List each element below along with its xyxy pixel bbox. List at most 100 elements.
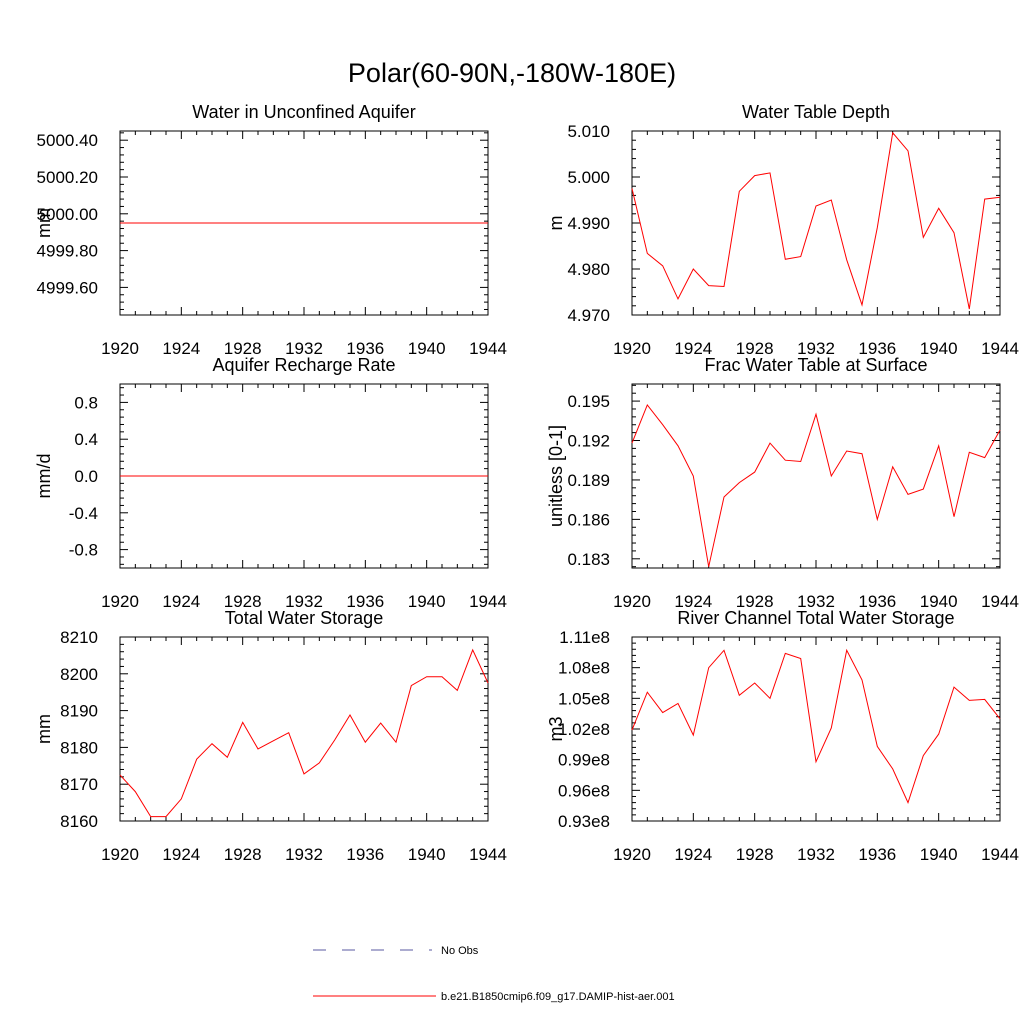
x-tick-label: 1936	[346, 592, 384, 611]
y-tick-label: 5000.40	[37, 131, 98, 150]
panel-grid: Water in Unconfined Aquifer mm 5000.40 5000…	[34, 102, 1019, 864]
x-tick-label: 1928	[224, 592, 262, 611]
y-tick-label: 1.11e8	[559, 628, 610, 647]
x-tick-label: 1940	[920, 845, 958, 864]
x-tick-label: 1928	[736, 845, 774, 864]
x-tick-label: 1924	[162, 592, 200, 611]
panel-title: River Channel Total Water Storage	[677, 608, 954, 628]
x-tick-label: 1932	[797, 339, 835, 358]
series-line-1	[631, 404, 1001, 567]
y-tick-label: 4999.80	[37, 242, 98, 261]
y-tick-label: 0.96e8	[558, 781, 610, 800]
x-tick-label: 1924	[674, 339, 712, 358]
x-tick-label: 1944	[469, 845, 507, 864]
legend-obs-label: No Obs	[441, 945, 479, 957]
panel-5: Total Water Storage mm 8210 8200 8190 8180 817…	[34, 608, 507, 864]
series-line-1	[119, 648, 489, 818]
y-tick-label: 8160	[60, 812, 98, 831]
series-line-1	[631, 648, 1001, 804]
y-tick-label: 8190	[60, 702, 98, 721]
y-tick-label: 0.4	[74, 430, 98, 449]
x-tick-label: 1928	[736, 339, 774, 358]
plot-frame	[631, 130, 1001, 316]
panel-title: Water Table Depth	[742, 102, 890, 122]
x-tick-label: 1924	[674, 845, 712, 864]
x-tick-label: 1924	[674, 592, 712, 611]
x-tick-label: 1944	[469, 339, 507, 358]
x-tick-label: 1936	[858, 339, 896, 358]
x-tick-label: 1920	[101, 339, 139, 358]
panel-1: Water in Unconfined Aquifer mm 5000.40 5000…	[34, 102, 507, 358]
legend: No Obs b.e21.B1850cmip6.f09_g17.DAMIP-hi…	[313, 945, 675, 1003]
y-tick-label: 8180	[60, 738, 98, 757]
x-tick-label: 1920	[613, 339, 651, 358]
x-tick-label: 1936	[346, 339, 384, 358]
y-tick-label: 1.05e8	[558, 689, 610, 708]
plot-frame	[631, 636, 1001, 822]
x-tick-label: 1944	[981, 845, 1019, 864]
y-tick-label: 0.183	[567, 550, 610, 569]
x-tick-label: 1940	[920, 592, 958, 611]
x-tick-label: 1932	[285, 845, 323, 864]
y-tick-label: 8200	[60, 665, 98, 684]
x-tick-label: 1932	[797, 845, 835, 864]
y-tick-label: 0.195	[567, 392, 610, 411]
y-tick-label: 4999.60	[37, 278, 98, 297]
x-tick-label: 1936	[346, 845, 384, 864]
y-tick-label: -0.8	[69, 541, 98, 560]
x-tick-label: 1928	[736, 592, 774, 611]
x-tick-label: 1920	[101, 592, 139, 611]
x-tick-label: 1928	[224, 339, 262, 358]
panel-title: Water in Unconfined Aquifer	[192, 102, 415, 122]
x-tick-label: 1920	[613, 592, 651, 611]
legend-model-label: b.e21.B1850cmip6.f09_g17.DAMIP-hist-aer.…	[441, 991, 675, 1003]
y-tick-label: 8210	[60, 628, 98, 647]
x-tick-label: 1944	[469, 592, 507, 611]
y-tick-label: 4.980	[567, 260, 610, 279]
x-tick-label: 1920	[613, 845, 651, 864]
y-tick-label: 0.8	[74, 393, 98, 412]
panel-2: Water Table Depth m 5.010 5.000 4.990 4.980 4.…	[546, 102, 1019, 358]
y-tick-label: 5.010	[567, 122, 610, 141]
y-tick-label: 0.192	[567, 432, 610, 451]
y-tick-label: 4.970	[567, 306, 610, 325]
y-tick-label: 0.93e8	[558, 812, 610, 831]
figure-title: Polar(60-90N,-180W-180E)	[348, 58, 676, 88]
panel-title: Frac Water Table at Surface	[704, 355, 927, 375]
y-tick-label: 4.990	[567, 214, 610, 233]
y-tick-label: -0.4	[69, 504, 98, 523]
panel-title: Total Water Storage	[225, 608, 383, 628]
x-tick-label: 1944	[981, 339, 1019, 358]
x-tick-label: 1932	[285, 339, 323, 358]
x-tick-label: 1924	[162, 339, 200, 358]
y-tick-label: 1.08e8	[558, 659, 610, 678]
y-tick-label: 0.99e8	[558, 751, 610, 770]
y-tick-label: 0.0	[74, 467, 98, 486]
x-tick-label: 1928	[224, 845, 262, 864]
x-tick-label: 1932	[797, 592, 835, 611]
x-tick-label: 1924	[162, 845, 200, 864]
y-tick-label: 1.02e8	[558, 720, 610, 739]
panel-4: Frac Water Table at Surface unitless [0-1…	[546, 355, 1019, 611]
panel-3: Aquifer Recharge Rate mm/d 0.8 0.4 0.0 -0.4 -0…	[34, 355, 507, 611]
x-tick-label: 1940	[920, 339, 958, 358]
y-tick-label: 5000.00	[37, 205, 98, 224]
x-tick-label: 1944	[981, 592, 1019, 611]
y-axis-label: m3	[546, 716, 566, 741]
y-tick-label: 5.000	[567, 168, 610, 187]
y-tick-label: 8170	[60, 775, 98, 794]
y-tick-label: 0.189	[567, 471, 610, 490]
panel-6: River Channel Total Water Storage m3 1.11e…	[546, 608, 1019, 864]
plot-frame	[119, 636, 489, 822]
x-tick-label: 1932	[285, 592, 323, 611]
series-line-1	[631, 131, 1001, 310]
y-tick-label: 5000.20	[37, 168, 98, 187]
y-axis-label: mm	[34, 208, 54, 238]
x-tick-label: 1940	[408, 592, 446, 611]
y-axis-label: unitless [0-1]	[546, 425, 566, 527]
panel-title: Aquifer Recharge Rate	[212, 355, 395, 375]
y-tick-label: 0.186	[567, 510, 610, 529]
x-tick-label: 1940	[408, 339, 446, 358]
x-tick-label: 1936	[858, 845, 896, 864]
